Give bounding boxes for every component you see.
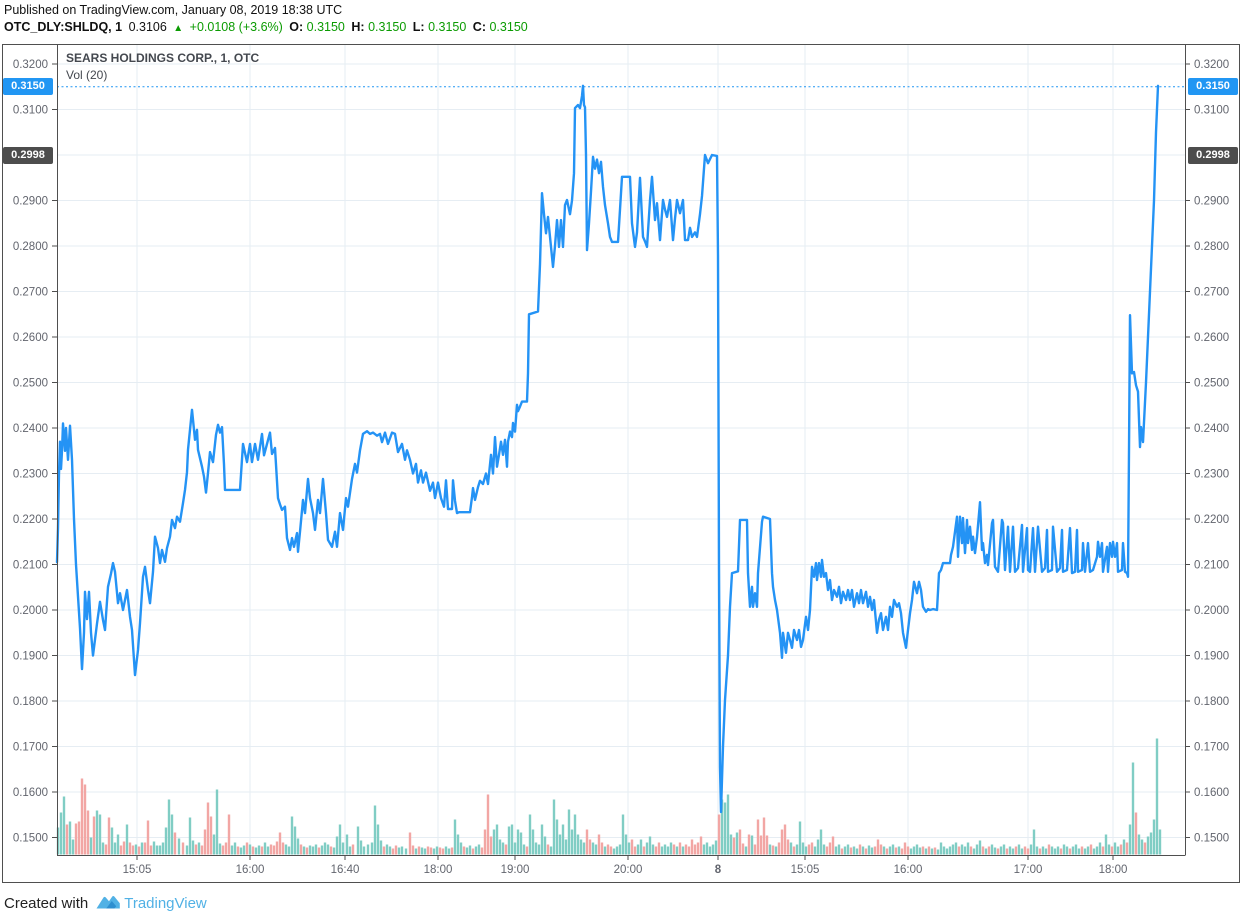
y-tick-label: 0.1700 bbox=[1194, 742, 1229, 754]
symbol-name: OTC_DLY:SHLDQ, 1 bbox=[4, 20, 123, 34]
x-tick-label: 16:00 bbox=[894, 864, 923, 876]
y-tick-label: 0.2400 bbox=[13, 423, 48, 435]
y-tick-label: 0.2900 bbox=[13, 196, 48, 208]
volume-bars bbox=[56, 738, 1162, 855]
y-tick-label: 0.2600 bbox=[13, 332, 48, 344]
current-price-badge-left: 0.3150 bbox=[3, 78, 53, 95]
x-tick-label: 18:00 bbox=[424, 864, 453, 876]
y-tick-label: 0.2700 bbox=[1194, 287, 1229, 299]
last-price: 0.3106 bbox=[128, 20, 167, 34]
open-label: O: bbox=[289, 20, 304, 34]
prev-close-badge-right: 0.2998 bbox=[1188, 147, 1238, 164]
chart-symbol-title: SEARS HOLDINGS CORP., 1, OTC bbox=[66, 51, 260, 65]
x-tick-label: 16:40 bbox=[331, 864, 360, 876]
gridlines bbox=[57, 44, 1185, 855]
x-tick-label: 20:00 bbox=[614, 864, 643, 876]
current-price-badge-right: 0.3150 bbox=[1188, 78, 1238, 95]
y-tick-label: 0.3100 bbox=[13, 105, 48, 117]
prev-close-badge-left: 0.2998 bbox=[3, 147, 53, 164]
volume-indicator-legend: Vol (20) bbox=[66, 68, 108, 82]
close-value: 0.3150 bbox=[489, 20, 528, 34]
y-tick-label: 0.2300 bbox=[1194, 469, 1229, 481]
open-value: 0.3150 bbox=[306, 20, 345, 34]
y-tick-label: 0.2800 bbox=[13, 241, 48, 253]
y-tick-label: 0.2500 bbox=[1194, 378, 1229, 390]
x-tick-label: 15:05 bbox=[791, 864, 820, 876]
footer-attribution: Created with TradingView bbox=[4, 893, 207, 914]
y-tick-label: 0.2800 bbox=[1194, 241, 1229, 253]
published-caption: Published on TradingView.com, January 08… bbox=[4, 3, 343, 17]
created-with-text: Created with bbox=[4, 895, 89, 912]
y-tick-label: 0.2100 bbox=[13, 560, 48, 572]
price-change: +0.0108 (+3.6%) bbox=[189, 20, 283, 34]
y-tick-label: 0.2200 bbox=[13, 514, 48, 526]
x-tick-label: 15:05 bbox=[123, 864, 152, 876]
y-tick-label: 0.2200 bbox=[1194, 514, 1229, 526]
x-tick-label: 16:00 bbox=[236, 864, 265, 876]
x-tick-label: 8 bbox=[715, 864, 722, 876]
tradingview-logo-icon[interactable] bbox=[95, 893, 121, 914]
low-label: L: bbox=[412, 20, 425, 34]
y-tick-label: 0.3200 bbox=[13, 59, 48, 71]
x-tick-label: 19:00 bbox=[501, 864, 530, 876]
price-line bbox=[55, 84, 1160, 814]
y-tick-label: 0.1900 bbox=[13, 651, 48, 663]
y-tick-label: 0.2000 bbox=[1194, 605, 1229, 617]
y-tick-label: 0.1500 bbox=[1194, 833, 1229, 845]
y-tick-label: 0.1700 bbox=[13, 742, 48, 754]
y-tick-label: 0.2900 bbox=[1194, 196, 1229, 208]
high-label: H: bbox=[351, 20, 365, 34]
chart-frame-lines bbox=[2, 44, 1240, 883]
y-tick-label: 0.1900 bbox=[1194, 651, 1229, 663]
y-tick-label: 0.2400 bbox=[1194, 423, 1229, 435]
y-tick-label: 0.2500 bbox=[13, 378, 48, 390]
y-tick-label: 0.1600 bbox=[13, 787, 48, 799]
high-value: 0.3150 bbox=[368, 20, 407, 34]
symbol-info-bar: OTC_DLY:SHLDQ, 1 0.3106 ▲ +0.0108 (+3.6%… bbox=[4, 20, 531, 34]
up-arrow-icon: ▲ bbox=[173, 23, 184, 34]
y-tick-label: 0.3100 bbox=[1194, 105, 1229, 117]
y-tick-label: 0.1600 bbox=[1194, 787, 1229, 799]
close-label: C: bbox=[472, 20, 486, 34]
y-tick-label: 0.2300 bbox=[13, 469, 48, 481]
y-tick-label: 0.2000 bbox=[13, 605, 48, 617]
low-value: 0.3150 bbox=[428, 20, 467, 34]
y-tick-label: 0.2700 bbox=[13, 287, 48, 299]
y-tick-label: 0.1500 bbox=[13, 833, 48, 845]
x-tick-label: 17:00 bbox=[1014, 864, 1043, 876]
y-tick-label: 0.3200 bbox=[1194, 59, 1229, 71]
tradingview-brand-link[interactable]: TradingView bbox=[124, 895, 207, 912]
y-tick-label: 0.2600 bbox=[1194, 332, 1229, 344]
y-tick-label: 0.2100 bbox=[1194, 560, 1229, 572]
y-tick-label: 0.1800 bbox=[1194, 696, 1229, 708]
x-tick-label: 18:00 bbox=[1099, 864, 1128, 876]
y-tick-label: 0.1800 bbox=[13, 696, 48, 708]
axis-labels: 0.3200 0.3200 0.3100 0.3100 0.2900 0.2900 0.28… bbox=[13, 59, 1229, 876]
